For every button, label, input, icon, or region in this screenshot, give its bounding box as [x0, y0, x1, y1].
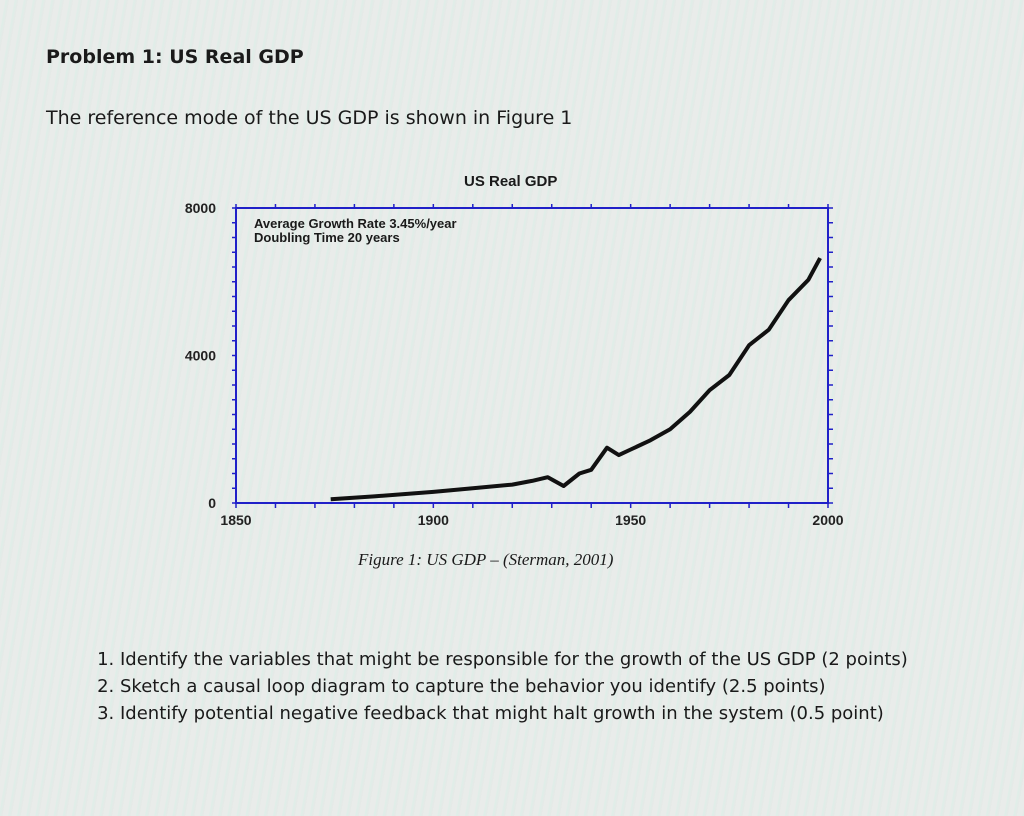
x-tick-label: 2000	[812, 512, 843, 528]
doubling-time-annotation: Doubling Time 20 years	[254, 230, 400, 245]
plot-frame	[235, 207, 829, 504]
chart-title: US Real GDP	[464, 173, 558, 190]
y-tick-label: 8000	[185, 200, 216, 216]
question-3: Identify potential negative feedback tha…	[120, 700, 908, 727]
x-tick-label: 1900	[418, 512, 449, 528]
problem-heading: Problem 1: US Real GDP	[46, 46, 304, 68]
question-list: Identify the variables that might be res…	[80, 646, 908, 727]
y-tick-label: 4000	[185, 348, 216, 364]
question-2: Sketch a causal loop diagram to capture …	[120, 673, 908, 700]
gdp-line	[330, 257, 822, 502]
y-tick-label: 0	[208, 495, 216, 511]
x-tick-label: 1850	[220, 512, 251, 528]
question-1: Identify the variables that might be res…	[120, 646, 908, 673]
figure-caption: Figure 1: US GDP – (Sterman, 2001)	[358, 550, 614, 569]
x-tick-label: 1950	[615, 512, 646, 528]
intro-text: The reference mode of the US GDP is show…	[46, 107, 573, 129]
growth-rate-annotation: Average Growth Rate 3.45%/year	[254, 216, 457, 231]
